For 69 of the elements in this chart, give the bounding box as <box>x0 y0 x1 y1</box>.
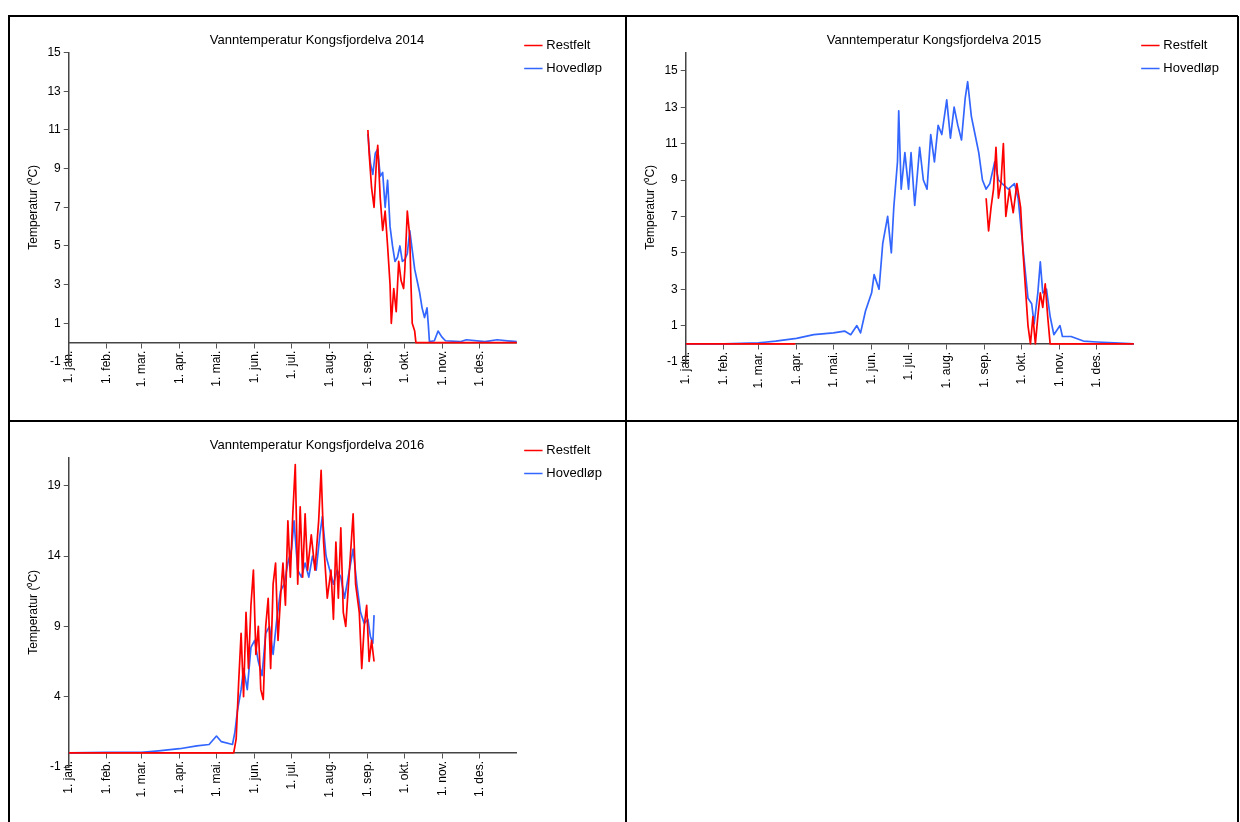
y-tick-label: 11 <box>665 135 679 150</box>
y-tick-label: 4 <box>54 688 62 703</box>
x-tick-label: 1. jul. <box>283 350 298 380</box>
y-tick-label: 3 <box>671 281 679 296</box>
x-tick-label: 1. nov. <box>1052 351 1067 387</box>
x-tick-label: 1. apr. <box>171 760 186 795</box>
x-tick-label: 1. aug. <box>322 350 337 388</box>
y-tick-label: 15 <box>664 63 679 78</box>
x-tick-label: 1. apr. <box>788 351 803 386</box>
x-tick-label: 1. aug. <box>939 351 954 389</box>
chart-title: Vanntemperatur Kongsfjordelva 2015 <box>826 32 1042 48</box>
y-tick-label: 1 <box>54 315 62 330</box>
x-tick-label: 1. nov. <box>435 760 450 797</box>
y-tick-label: 13 <box>47 83 62 98</box>
x-tick-label: 1. okt. <box>397 350 412 384</box>
y-tick-label: 9 <box>671 172 679 187</box>
y-tick-label: 9 <box>54 618 62 633</box>
y-tick-label: 7 <box>54 199 62 214</box>
x-tick-label: 1. jul. <box>900 351 915 381</box>
x-tick-label: 1. jun. <box>246 760 261 794</box>
x-tick-label: 1. mai. <box>825 351 840 388</box>
y-axis-title: Temperatur (⁰C) <box>642 164 657 250</box>
x-tick-label: 1. feb. <box>99 760 114 795</box>
y-tick-label: 19 <box>47 478 62 493</box>
y-axis-title: Temperatur (⁰C) <box>25 164 40 250</box>
legend-label: Restfelt <box>546 37 591 53</box>
x-tick-label: 1. feb. <box>716 351 731 386</box>
x-tick-label: 1. mar. <box>133 760 148 798</box>
y-tick-label: 7 <box>671 208 679 223</box>
x-tick-label: 1. des. <box>472 760 487 797</box>
x-tick-label: 1. apr. <box>171 350 186 385</box>
y-tick-label: 3 <box>54 276 62 291</box>
x-tick-label: 1. jan. <box>61 760 76 794</box>
legend-label: Hovedløp <box>546 465 602 481</box>
x-tick-label: 1. sep. <box>360 350 375 387</box>
x-tick-label: 1. aug. <box>322 760 337 798</box>
chart-title: Vanntemperatur Kongsfjordelva 2016 <box>209 437 425 453</box>
y-tick-label: -1 <box>50 759 62 774</box>
x-tick-label: 1. des. <box>472 350 487 387</box>
y-tick-label: -1 <box>667 354 679 369</box>
x-tick-label: 1. jun. <box>246 350 261 384</box>
legend-label: Restfelt <box>546 442 591 458</box>
x-tick-label: 1. sep. <box>977 351 992 388</box>
y-axis-title: Temperatur (⁰C) <box>25 569 40 655</box>
y-tick-label: 5 <box>671 245 679 260</box>
legend-label: Restfelt <box>1163 37 1208 53</box>
y-tick-label: 11 <box>48 122 62 137</box>
x-tick-label: 1. mai. <box>208 350 223 387</box>
x-tick-label: 1. mar. <box>133 350 148 388</box>
y-tick-label: 5 <box>54 238 62 253</box>
y-tick-label: 1 <box>671 317 679 332</box>
x-tick-label: 1. feb. <box>99 350 114 385</box>
x-tick-label: 1. sep. <box>360 760 375 797</box>
y-tick-label: 14 <box>47 548 62 563</box>
x-tick-label: 1. okt. <box>397 760 412 794</box>
x-tick-label: 1. mar. <box>750 351 765 389</box>
x-tick-label: 1. jun. <box>863 351 878 385</box>
x-tick-label: 1. nov. <box>435 350 450 386</box>
y-tick-label: 13 <box>664 99 679 114</box>
legend-label: Hovedløp <box>1163 60 1219 76</box>
x-tick-label: 1. mai. <box>208 760 223 797</box>
y-tick-label: 15 <box>47 44 62 59</box>
chart-title: Vanntemperatur Kongsfjordelva 2014 <box>209 32 425 48</box>
y-tick-label: -1 <box>50 354 62 369</box>
y-tick-label: 9 <box>54 160 62 175</box>
x-tick-label: 1. okt. <box>1014 351 1029 385</box>
legend-label: Hovedløp <box>546 60 602 76</box>
x-tick-label: 1. des. <box>1089 351 1104 388</box>
x-tick-label: 1. jul. <box>283 760 298 790</box>
